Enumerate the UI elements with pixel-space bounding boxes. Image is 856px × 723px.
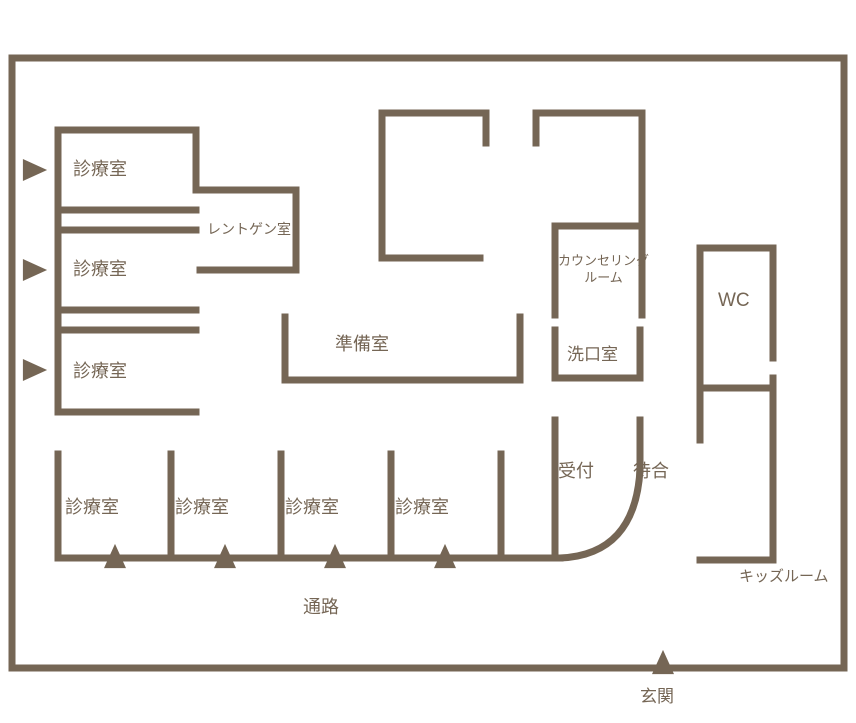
label-exam-room-4: 診療室 [65, 496, 119, 519]
label-exam-room-2: 診療室 [73, 258, 127, 281]
label-corridor: 通路 [303, 596, 339, 619]
label-rinse-room: 洗口室 [567, 344, 618, 366]
label-exam-room-7: 診療室 [395, 496, 449, 519]
label-entrance: 玄関 [640, 686, 674, 708]
label-exam-room-5: 診療室 [175, 496, 229, 519]
floor-plan-diagram [0, 0, 856, 723]
label-counseling-room: カウンセリングルーム [558, 253, 649, 287]
label-reception: 受付 [558, 460, 594, 483]
label-prep-room: 準備室 [335, 333, 389, 356]
label-wc: WC [718, 289, 750, 314]
label-xray-room: レントゲン室 [207, 220, 291, 238]
label-exam-room-3: 診療室 [73, 360, 127, 383]
label-exam-room-6: 診療室 [285, 496, 339, 519]
label-kids-room: キッズルーム [739, 567, 829, 587]
label-exam-room-1: 診療室 [73, 158, 127, 181]
label-waiting-area: 待合 [633, 460, 669, 483]
